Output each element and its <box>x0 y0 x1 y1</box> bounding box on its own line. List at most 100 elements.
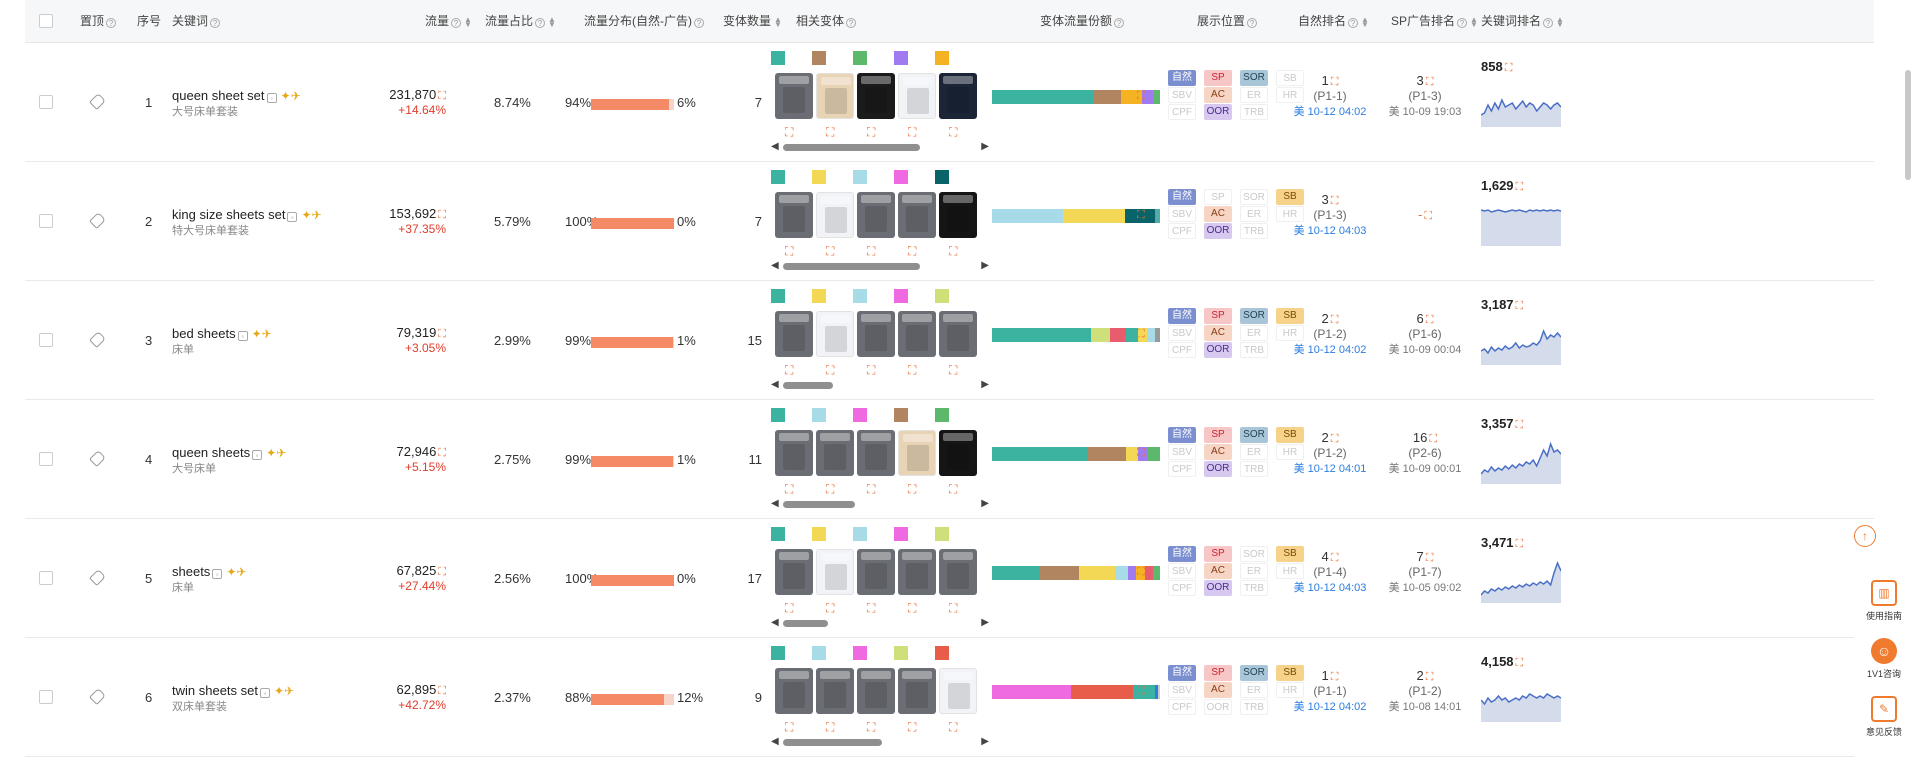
line-chart-icon[interactable]: ⛶ <box>438 685 446 697</box>
variant-thumbnail[interactable] <box>857 668 895 714</box>
kw-rank-sparkline[interactable] <box>1481 194 1561 246</box>
row-checkbox[interactable] <box>39 333 53 347</box>
variant-thumbnail[interactable] <box>816 549 854 595</box>
variant-thumbnail[interactable] <box>898 430 936 476</box>
line-chart-icon[interactable]: ⛶ <box>1515 181 1524 193</box>
scroll-left-icon[interactable]: ◀ <box>771 617 779 627</box>
tag-icon[interactable] <box>89 93 106 110</box>
variant-thumbnail[interactable] <box>775 192 813 238</box>
line-chart-icon[interactable]: ⛶ <box>785 720 794 734</box>
line-chart-icon[interactable]: ⛶ <box>867 125 876 139</box>
line-chart-icon[interactable]: ⛶ <box>1515 300 1524 312</box>
line-chart-icon[interactable]: ⛶ <box>1137 566 1145 578</box>
guide-button[interactable]: ▥ 使用指南 <box>1854 580 1914 622</box>
header-traffic-share[interactable]: 流量占比? ▲ ▼ <box>485 0 556 43</box>
sort-icon[interactable]: ▲ ▼ <box>1556 14 1564 29</box>
kw-rank-sparkline[interactable] <box>1481 551 1561 603</box>
line-chart-icon[interactable]: ⛶ <box>785 125 794 139</box>
trophy-icon[interactable]: ✦✈ <box>280 89 301 103</box>
variant-thumbnail[interactable] <box>775 430 813 476</box>
natural-rank-time[interactable]: 美 10-12 04:02 <box>1293 344 1367 356</box>
sort-icon[interactable]: ▲ ▼ <box>1470 14 1478 29</box>
trophy-icon[interactable]: ✦✈ <box>251 327 272 341</box>
line-chart-icon[interactable]: ⛶ <box>826 720 835 734</box>
header-natural-rank[interactable]: 自然排名? ▲ ▼ <box>1298 0 1369 43</box>
kw-rank-sparkline[interactable] <box>1481 75 1561 127</box>
line-chart-icon[interactable]: ⛶ <box>908 125 917 139</box>
variant-thumbnail[interactable] <box>898 668 936 714</box>
variant-thumbnail[interactable] <box>939 192 977 238</box>
line-chart-icon[interactable]: ⛶ <box>1425 671 1434 683</box>
copy-icon[interactable]: ◦ <box>252 450 263 460</box>
variant-thumbnail[interactable] <box>857 73 895 119</box>
variant-thumbnail[interactable] <box>816 311 854 357</box>
scroll-left-icon[interactable]: ◀ <box>771 141 779 151</box>
line-chart-icon[interactable]: ⛶ <box>949 244 958 258</box>
line-chart-icon[interactable]: ⛶ <box>1137 209 1145 221</box>
help-icon[interactable]: ? <box>1457 18 1468 28</box>
row-checkbox[interactable] <box>39 571 53 585</box>
line-chart-icon[interactable]: ⛶ <box>1515 419 1524 431</box>
variant-scroll-thumb[interactable] <box>783 263 920 270</box>
variant-thumbnail[interactable] <box>816 192 854 238</box>
scroll-left-icon[interactable]: ◀ <box>771 260 779 270</box>
line-chart-icon[interactable]: ⛶ <box>949 125 958 139</box>
variant-thumbnail[interactable] <box>816 430 854 476</box>
line-chart-icon[interactable]: ⛶ <box>1330 76 1339 88</box>
help-icon[interactable]: ? <box>106 18 117 28</box>
line-chart-icon[interactable]: ⛶ <box>785 601 794 615</box>
line-chart-icon[interactable]: ⛶ <box>785 244 794 258</box>
variant-scrollbar[interactable]: ◀ ▶ <box>771 498 989 508</box>
help-icon[interactable]: ? <box>1543 18 1554 28</box>
line-chart-icon[interactable]: ⛶ <box>908 244 917 258</box>
line-chart-icon[interactable]: ⛶ <box>438 90 446 102</box>
line-chart-icon[interactable]: ⛶ <box>1424 210 1433 222</box>
line-chart-icon[interactable]: ⛶ <box>1515 538 1524 550</box>
help-icon[interactable]: ? <box>535 18 546 28</box>
line-chart-icon[interactable]: ⛶ <box>1330 671 1339 683</box>
variant-thumbnail[interactable] <box>898 73 936 119</box>
line-chart-icon[interactable]: ⛶ <box>908 720 917 734</box>
scroll-left-icon[interactable]: ◀ <box>771 379 779 389</box>
natural-rank-time[interactable]: 美 10-12 04:03 <box>1293 582 1367 594</box>
keyword-text[interactable]: queen sheets <box>172 445 251 460</box>
row-checkbox[interactable] <box>39 452 53 466</box>
copy-icon[interactable]: ◦ <box>260 688 270 698</box>
variant-thumbnail[interactable] <box>775 73 813 119</box>
line-chart-icon[interactable]: ⛶ <box>949 363 958 377</box>
help-icon[interactable]: ? <box>694 18 704 28</box>
line-chart-icon[interactable]: ⛶ <box>867 601 876 615</box>
copy-icon[interactable]: ◦ <box>287 212 298 222</box>
kw-rank-sparkline[interactable] <box>1481 313 1561 365</box>
sort-icon[interactable]: ▲ ▼ <box>774 14 782 29</box>
tag-icon[interactable] <box>89 212 106 229</box>
variant-thumbnail[interactable] <box>775 668 813 714</box>
natural-rank-time[interactable]: 美 10-12 04:03 <box>1293 225 1367 237</box>
keyword-text[interactable]: sheets <box>172 564 211 579</box>
scroll-right-icon[interactable]: ▶ <box>981 736 989 746</box>
line-chart-icon[interactable]: ⛶ <box>438 209 446 221</box>
line-chart-icon[interactable]: ⛶ <box>1425 76 1434 88</box>
keyword-text[interactable]: king size sheets set <box>172 207 286 222</box>
line-chart-icon[interactable]: ⛶ <box>1425 314 1434 326</box>
line-chart-icon[interactable]: ⛶ <box>1515 657 1524 669</box>
help-icon[interactable]: ? <box>210 18 221 28</box>
variant-thumbnail[interactable] <box>939 73 977 119</box>
line-chart-icon[interactable]: ⛶ <box>438 447 446 459</box>
line-chart-icon[interactable]: ⛶ <box>867 482 876 496</box>
line-chart-icon[interactable]: ⛶ <box>1330 433 1339 445</box>
variant-scrollbar[interactable]: ◀ ▶ <box>771 379 989 389</box>
sort-icon[interactable]: ▲ ▼ <box>1361 14 1369 29</box>
natural-rank-time[interactable]: 美 10-12 04:01 <box>1293 463 1367 475</box>
line-chart-icon[interactable]: ⛶ <box>1137 328 1145 340</box>
row-checkbox[interactable] <box>39 690 53 704</box>
sort-icon[interactable]: ▲ ▼ <box>464 14 472 29</box>
line-chart-icon[interactable]: ⛶ <box>949 482 958 496</box>
line-chart-icon[interactable]: ⛶ <box>1137 447 1145 459</box>
scroll-right-icon[interactable]: ▶ <box>981 498 989 508</box>
line-chart-icon[interactable]: ⛶ <box>867 244 876 258</box>
line-chart-icon[interactable]: ⛶ <box>867 720 876 734</box>
tag-icon[interactable] <box>89 688 106 705</box>
line-chart-icon[interactable]: ⛶ <box>826 601 835 615</box>
header-traffic[interactable]: 流量? ▲ ▼ <box>425 0 472 43</box>
